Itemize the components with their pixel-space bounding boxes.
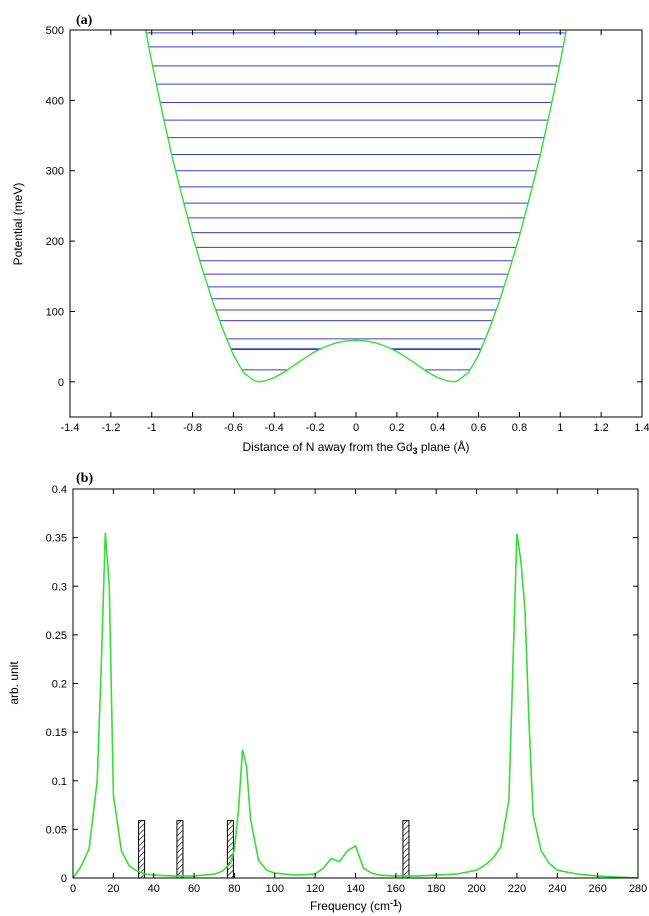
panel-a-x-tick-label: 0.2	[389, 422, 404, 434]
panel-a-x-ticks: -1.4 -1.2 -1 -0.8 -0.6 -0.4 -0.2 0 0.2 0.4 0.6 0.8 1…	[61, 30, 649, 434]
panel-a-x-axis-label-subscript: 3	[413, 446, 418, 456]
panel-b-x-tick-label: 240	[548, 883, 566, 895]
panel-b-frame	[72, 488, 639, 879]
panel-b-x-tick-label: 80	[228, 883, 240, 895]
panel-a-y-ticks: 0 100 200 300 400 500	[46, 25, 642, 389]
panel-b-x-axis-label-superscript: -1	[390, 898, 398, 908]
panel-b-x-axis-label-tail: )	[398, 899, 402, 913]
panel-b-x-ticks: 0 20 40 60 80 100 120 140 160 180 200 220 240 260 280	[70, 489, 647, 895]
panel-a-potential-chart: (a) -1.4 -1.2 -1 -0.8 -0.6 -0.4 -0.2 0 0.2 0.4 0.6…	[11, 13, 649, 456]
panel-b-y-tick-label: 0.35	[46, 533, 67, 545]
panel-a-label: (a)	[76, 13, 93, 28]
panel-b-y-tick-label: 0.25	[46, 630, 67, 642]
panel-a-x-tick-label: -0.4	[265, 422, 284, 434]
panel-a-y-tick-label: 0	[58, 377, 64, 389]
panel-b-x-tick-label: 160	[387, 883, 405, 895]
panel-b-x-tick-label: 0	[70, 883, 76, 895]
panel-a-y-tick-label: 100	[46, 306, 64, 318]
panel-a-y-tick-label: 200	[46, 236, 64, 248]
panel-a-x-tick-label: 0	[353, 422, 359, 434]
panel-a-x-tick-label: -0.6	[224, 422, 243, 434]
panel-a-x-tick-label: -0.2	[306, 422, 325, 434]
hatched-bar	[226, 820, 234, 879]
panel-b-x-tick-label: 280	[629, 883, 647, 895]
panel-b-x-tick-label: 180	[427, 883, 445, 895]
panel-b-x-tick-label: 100	[266, 883, 284, 895]
panel-a-x-tick-label: -1.2	[101, 422, 120, 434]
panel-b-label: (b)	[76, 471, 93, 486]
panel-a-x-tick-label: -1.4	[61, 422, 80, 434]
panel-b-x-tick-label: 60	[188, 883, 200, 895]
panel-b-y-tick-label: 0.05	[46, 824, 67, 836]
panel-a-x-tick-label: 0.8	[512, 422, 527, 434]
panel-b-spectrum-chart: (b) 0 20 40 60 80 100 120 140 160 180 200 220 240 260…	[7, 471, 647, 913]
panel-b-y-tick-label: 0.4	[52, 484, 67, 496]
panel-b-x-tick-label: 140	[346, 883, 364, 895]
panel-a-x-tick-label: 1.2	[593, 422, 608, 434]
panel-a-y-tick-label: 400	[46, 95, 64, 107]
panel-b-y-tick-label: 0	[61, 873, 67, 885]
panel-b-y-tick-label: 0.2	[52, 679, 67, 691]
hatched-bar	[176, 820, 184, 879]
panel-a-x-axis-label-tail: plane (Å)	[418, 439, 470, 454]
panel-b-x-tick-label: 120	[306, 883, 324, 895]
panel-a-x-axis-label: Distance of N away from the Gd3 plane (Å…	[242, 439, 469, 456]
panel-a-x-tick-label: -0.8	[183, 422, 202, 434]
panel-a-plot-area	[144, 29, 568, 383]
panel-a-x-tick-label: 0.4	[430, 422, 445, 434]
potential-curve	[144, 29, 568, 383]
panel-b-plot-area	[72, 532, 639, 879]
panel-a-y-axis-label: Potential (meV)	[11, 183, 25, 266]
panel-b-y-tick-label: 0.3	[52, 581, 67, 593]
panel-b-x-tick-label: 220	[508, 883, 526, 895]
panel-a-x-tick-label: 1	[557, 422, 563, 434]
hatched-bar	[402, 820, 410, 879]
panel-b-x-tick-label: 260	[588, 883, 606, 895]
panel-a-x-tick-label: 0.6	[471, 422, 486, 434]
spectrum-curve	[72, 532, 639, 879]
panel-a-x-tick-label: 1.4	[634, 422, 649, 434]
panel-a-x-tick-label: -1	[147, 422, 157, 434]
hatched-bar	[138, 820, 146, 879]
panel-b-y-axis-label: arb. unit	[7, 661, 21, 705]
panel-a-y-tick-label: 500	[46, 25, 64, 37]
panel-a-frame	[69, 29, 643, 418]
panel-b-x-axis-label: Frequency (cm-1)	[310, 898, 402, 913]
panel-b-y-ticks: 0 0.05 0.1 0.15 0.2 0.25 0.3 0.35 0.4	[46, 484, 638, 885]
panel-b-x-tick-label: 20	[107, 883, 119, 895]
panel-b-x-tick-label: 200	[467, 883, 485, 895]
panel-b-x-tick-label: 40	[148, 883, 160, 895]
panel-a-y-tick-label: 300	[46, 166, 64, 178]
panel-b-y-tick-label: 0.15	[46, 727, 67, 739]
panel-b-y-tick-label: 0.1	[52, 776, 67, 788]
